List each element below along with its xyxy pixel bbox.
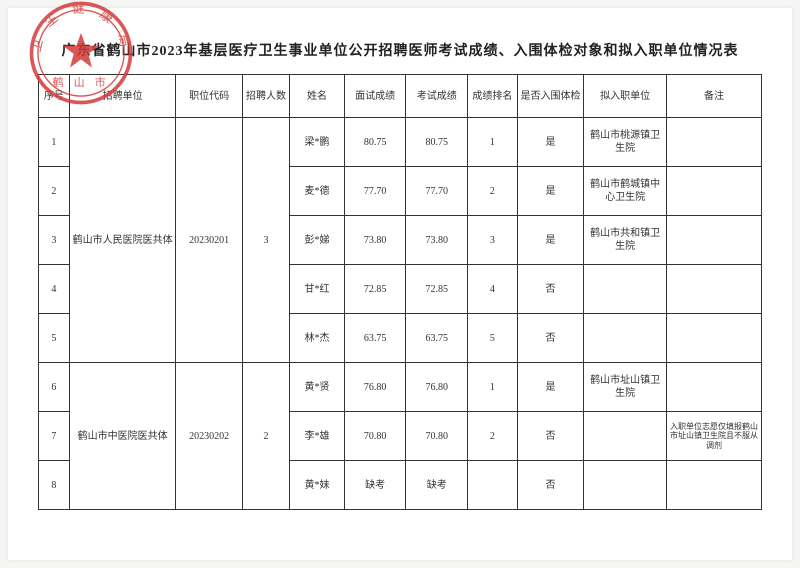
cell-cnt: 3 — [242, 118, 289, 363]
cell-sc1: 72.85 — [344, 265, 406, 314]
cell-sc2: 76.80 — [406, 363, 468, 412]
cell-pass: 是 — [517, 216, 583, 265]
cell-sc1: 80.75 — [344, 118, 406, 167]
cell-pass: 是 — [517, 167, 583, 216]
cell-note — [667, 265, 762, 314]
cell-sc2: 63.75 — [406, 314, 468, 363]
cell-name: 麦*德 — [290, 167, 345, 216]
cell-idx: 7 — [39, 412, 70, 461]
cell-pass: 否 — [517, 314, 583, 363]
cell-name: 黄*贤 — [290, 363, 345, 412]
cell-note — [667, 216, 762, 265]
table-body: 1鹤山市人民医院医共体202302013梁*鹏80.7580.751是鹤山市桃源… — [39, 118, 762, 510]
cell-pass: 是 — [517, 118, 583, 167]
table-row: 1鹤山市人民医院医共体202302013梁*鹏80.7580.751是鹤山市桃源… — [39, 118, 762, 167]
cell-sc1: 缺考 — [344, 461, 406, 510]
cell-sc1: 70.80 — [344, 412, 406, 461]
table-header-row: 序号 招聘单位 职位代码 招聘人数 姓名 面试成绩 考试成绩 成绩排名 是否入围… — [39, 75, 762, 118]
cell-name: 梁*鹏 — [290, 118, 345, 167]
cell-sc1: 73.80 — [344, 216, 406, 265]
cell-note — [667, 167, 762, 216]
cell-name: 彭*娣 — [290, 216, 345, 265]
cell-note — [667, 118, 762, 167]
cell-note — [667, 461, 762, 510]
th-rank: 成绩排名 — [468, 75, 518, 118]
cell-idx: 1 — [39, 118, 70, 167]
cell-idx: 4 — [39, 265, 70, 314]
cell-sc1: 63.75 — [344, 314, 406, 363]
cell-dest — [584, 314, 667, 363]
cell-rank: 4 — [468, 265, 518, 314]
cell-idx: 6 — [39, 363, 70, 412]
cell-dest: 鹤山市桃源镇卫生院 — [584, 118, 667, 167]
cell-dest — [584, 461, 667, 510]
cell-name: 李*雄 — [290, 412, 345, 461]
cell-sc1: 77.70 — [344, 167, 406, 216]
th-dest: 拟入职单位 — [584, 75, 667, 118]
cell-dest: 鹤山市共和镇卫生院 — [584, 216, 667, 265]
cell-note — [667, 314, 762, 363]
cell-note: 入职单位志愿仅填报鹤山市址山镇卫生院且不服从调剂 — [667, 412, 762, 461]
cell-idx: 5 — [39, 314, 70, 363]
results-table: 序号 招聘单位 职位代码 招聘人数 姓名 面试成绩 考试成绩 成绩排名 是否入围… — [38, 74, 762, 510]
cell-name: 甘*红 — [290, 265, 345, 314]
cell-unit: 鹤山市人民医院医共体 — [69, 118, 176, 363]
cell-idx: 3 — [39, 216, 70, 265]
cell-sc2: 缺考 — [406, 461, 468, 510]
cell-rank — [468, 461, 518, 510]
cell-idx: 2 — [39, 167, 70, 216]
cell-rank: 1 — [468, 363, 518, 412]
cell-dest: 鹤山市鹤城镇中心卫生院 — [584, 167, 667, 216]
table-row: 6鹤山市中医院医共体202302022黄*贤76.8076.801是鹤山市址山镇… — [39, 363, 762, 412]
cell-unit: 鹤山市中医院医共体 — [69, 363, 176, 510]
cell-rank: 1 — [468, 118, 518, 167]
th-code: 职位代码 — [176, 75, 242, 118]
cell-rank: 5 — [468, 314, 518, 363]
cell-code: 20230201 — [176, 118, 242, 363]
cell-name: 黄*妹 — [290, 461, 345, 510]
cell-pass: 否 — [517, 461, 583, 510]
cell-sc2: 70.80 — [406, 412, 468, 461]
cell-dest — [584, 265, 667, 314]
th-sc1: 面试成绩 — [344, 75, 406, 118]
document-page: 卫 生 健 康 局 鹤 山 市 广东省鹤山市2023年基层医疗卫生事业单位公开招… — [8, 8, 792, 560]
cell-sc2: 72.85 — [406, 265, 468, 314]
cell-rank: 3 — [468, 216, 518, 265]
th-idx: 序号 — [39, 75, 70, 118]
cell-sc1: 76.80 — [344, 363, 406, 412]
cell-dest — [584, 412, 667, 461]
th-pass: 是否入围体检 — [517, 75, 583, 118]
cell-dest: 鹤山市址山镇卫生院 — [584, 363, 667, 412]
cell-sc2: 77.70 — [406, 167, 468, 216]
cell-pass: 是 — [517, 363, 583, 412]
cell-idx: 8 — [39, 461, 70, 510]
cell-rank: 2 — [468, 167, 518, 216]
th-unit: 招聘单位 — [69, 75, 176, 118]
cell-sc2: 73.80 — [406, 216, 468, 265]
cell-sc2: 80.75 — [406, 118, 468, 167]
cell-cnt: 2 — [242, 363, 289, 510]
cell-rank: 2 — [468, 412, 518, 461]
th-name: 姓名 — [290, 75, 345, 118]
cell-note — [667, 363, 762, 412]
cell-code: 20230202 — [176, 363, 242, 510]
th-note: 备注 — [667, 75, 762, 118]
cell-pass: 否 — [517, 265, 583, 314]
th-sc2: 考试成绩 — [406, 75, 468, 118]
cell-pass: 否 — [517, 412, 583, 461]
cell-name: 林*杰 — [290, 314, 345, 363]
th-cnt: 招聘人数 — [242, 75, 289, 118]
page-title: 广东省鹤山市2023年基层医疗卫生事业单位公开招聘医师考试成绩、入围体检对象和拟… — [38, 40, 762, 60]
